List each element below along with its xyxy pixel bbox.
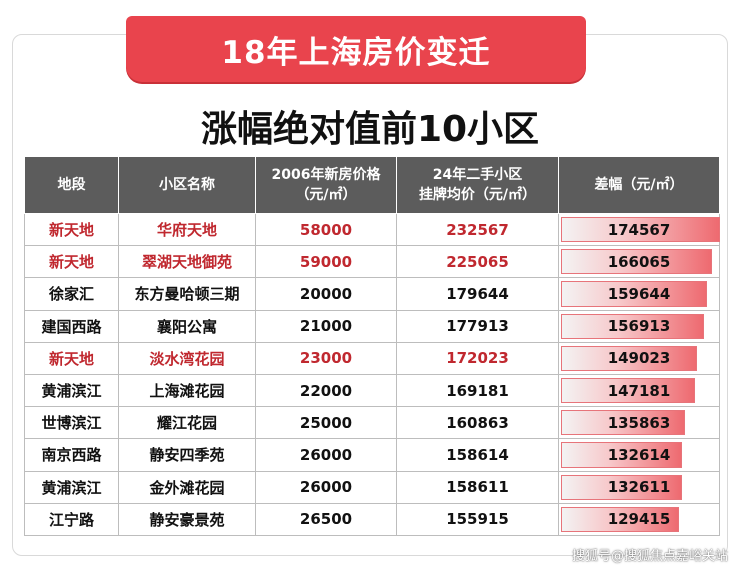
cell-diff: 135863 <box>558 406 720 440</box>
cell-price-2024: 225065 <box>396 245 559 279</box>
cell-district: 南京西路 <box>24 438 119 472</box>
cell-community: 华府天地 <box>118 212 256 247</box>
header-price-2024-line1: 24年二手小区 <box>432 167 523 183</box>
cell-community: 淡水湾花园 <box>118 341 256 375</box>
cell-price-2006: 25000 <box>255 406 397 440</box>
cell-price-2024: 232567 <box>396 212 559 247</box>
table-row: 新天地 淡水湾花园 23000 172023 149023 <box>24 341 720 375</box>
diff-value: 135863 <box>607 413 671 432</box>
cell-price-2006: 58000 <box>255 212 397 247</box>
diff-value: 132611 <box>607 478 671 497</box>
diff-value: 132614 <box>607 445 671 464</box>
cell-diff: 132611 <box>558 470 720 504</box>
diff-value: 129415 <box>607 510 671 529</box>
diff-bar <box>561 442 683 468</box>
banner-title: 18年上海房价变迁 <box>126 16 586 82</box>
cell-diff: 149023 <box>558 341 720 375</box>
cell-diff: 159644 <box>558 277 720 311</box>
cell-price-2006: 21000 <box>255 309 397 343</box>
cell-price-2006: 23000 <box>255 341 397 375</box>
header-price-2006-line1: 2006年新房价格 <box>271 167 381 183</box>
cell-price-2024: 177913 <box>396 309 559 343</box>
cell-diff: 147181 <box>558 373 720 408</box>
cell-price-2024: 169181 <box>396 373 559 408</box>
cell-price-2006: 20000 <box>255 277 397 311</box>
cell-district: 徐家汇 <box>24 277 119 311</box>
table-row: 徐家汇 东方曼哈顿三期 20000 179644 159644 <box>24 277 720 311</box>
cell-district: 黄浦滨江 <box>24 470 119 504</box>
diff-bar <box>561 345 698 371</box>
table-body: 新天地 华府天地 58000 232567 174567 新天地 翠湖天地御苑 59000 22… <box>24 212 720 536</box>
header-price-2006-line2: （元/㎡） <box>295 187 357 203</box>
table-row: 黄浦滨江 上海滩花园 22000 169181 147181 <box>24 373 720 408</box>
diff-value: 156913 <box>607 317 671 336</box>
price-table: 地段 小区名称 2006年新房价格 （元/㎡） 24年二手小区 挂牌均价（元/㎡… <box>24 156 720 536</box>
diff-bar <box>561 377 696 404</box>
diff-value: 159644 <box>607 284 671 303</box>
header-price-2024: 24年二手小区 挂牌均价（元/㎡） <box>396 156 559 214</box>
diff-bar <box>561 410 686 436</box>
cell-community: 东方曼哈顿三期 <box>118 277 256 311</box>
cell-price-2006: 26000 <box>255 438 397 472</box>
cell-district: 黄浦滨江 <box>24 373 119 408</box>
cell-district: 世博滨江 <box>24 406 119 440</box>
header-diff: 差幅（元/㎡） <box>558 156 720 214</box>
table-row: 江宁路 静安豪景苑 26500 155915 129415 <box>24 502 720 536</box>
diff-bar <box>561 217 720 243</box>
diff-value: 147181 <box>607 381 671 400</box>
table-header-row: 地段 小区名称 2006年新房价格 （元/㎡） 24年二手小区 挂牌均价（元/㎡… <box>24 156 720 214</box>
table-row: 建国西路 襄阳公寓 21000 177913 156913 <box>24 309 720 343</box>
header-price-2006: 2006年新房价格 （元/㎡） <box>255 156 397 214</box>
cell-community: 襄阳公寓 <box>118 309 256 343</box>
cell-price-2024: 160863 <box>396 406 559 440</box>
cell-price-2006: 22000 <box>255 373 397 408</box>
cell-diff: 132614 <box>558 438 720 472</box>
cell-price-2024: 172023 <box>396 341 559 375</box>
cell-community: 静安四季苑 <box>118 438 256 472</box>
header-district: 地段 <box>24 156 119 214</box>
diff-value: 149023 <box>607 349 671 368</box>
diff-bar <box>561 506 680 532</box>
diff-value: 166065 <box>607 252 671 271</box>
cell-price-2006: 59000 <box>255 245 397 279</box>
table-row: 新天地 华府天地 58000 232567 174567 <box>24 212 720 247</box>
table-row: 新天地 翠湖天地御苑 59000 225065 166065 <box>24 245 720 279</box>
header-price-2024-line2: 挂牌均价（元/㎡） <box>418 187 537 203</box>
cell-price-2024: 158611 <box>396 470 559 504</box>
diff-bar <box>561 474 683 500</box>
cell-district: 新天地 <box>24 245 119 279</box>
cell-district: 新天地 <box>24 341 119 375</box>
table-row: 黄浦滨江 金外滩花园 26000 158611 132611 <box>24 470 720 504</box>
header-community: 小区名称 <box>118 156 256 214</box>
cell-price-2024: 155915 <box>396 502 559 536</box>
diff-bar <box>561 281 707 307</box>
cell-district: 新天地 <box>24 212 119 247</box>
table-row: 世博滨江 耀江花园 25000 160863 135863 <box>24 406 720 440</box>
cell-community: 金外滩花园 <box>118 470 256 504</box>
cell-district: 建国西路 <box>24 309 119 343</box>
watermark: 搜狐号@搜狐焦点嘉峪关站 <box>571 549 728 564</box>
cell-community: 翠湖天地御苑 <box>118 245 256 279</box>
table-title: 涨幅绝对值前10小区 <box>200 109 540 150</box>
cell-diff: 156913 <box>558 309 720 343</box>
cell-price-2024: 179644 <box>396 277 559 311</box>
cell-diff: 129415 <box>558 502 720 536</box>
cell-community: 静安豪景苑 <box>118 502 256 536</box>
cell-diff: 166065 <box>558 245 720 279</box>
table-row: 南京西路 静安四季苑 26000 158614 132614 <box>24 438 720 472</box>
cell-price-2024: 158614 <box>396 438 559 472</box>
cell-price-2006: 26000 <box>255 470 397 504</box>
diff-value: 174567 <box>607 220 671 239</box>
cell-district: 江宁路 <box>24 502 119 536</box>
cell-community: 耀江花园 <box>118 406 256 440</box>
cell-price-2006: 26500 <box>255 502 397 536</box>
diff-bar <box>561 249 713 275</box>
cell-diff: 174567 <box>558 212 720 247</box>
diff-bar <box>561 313 705 339</box>
cell-community: 上海滩花园 <box>118 373 256 408</box>
